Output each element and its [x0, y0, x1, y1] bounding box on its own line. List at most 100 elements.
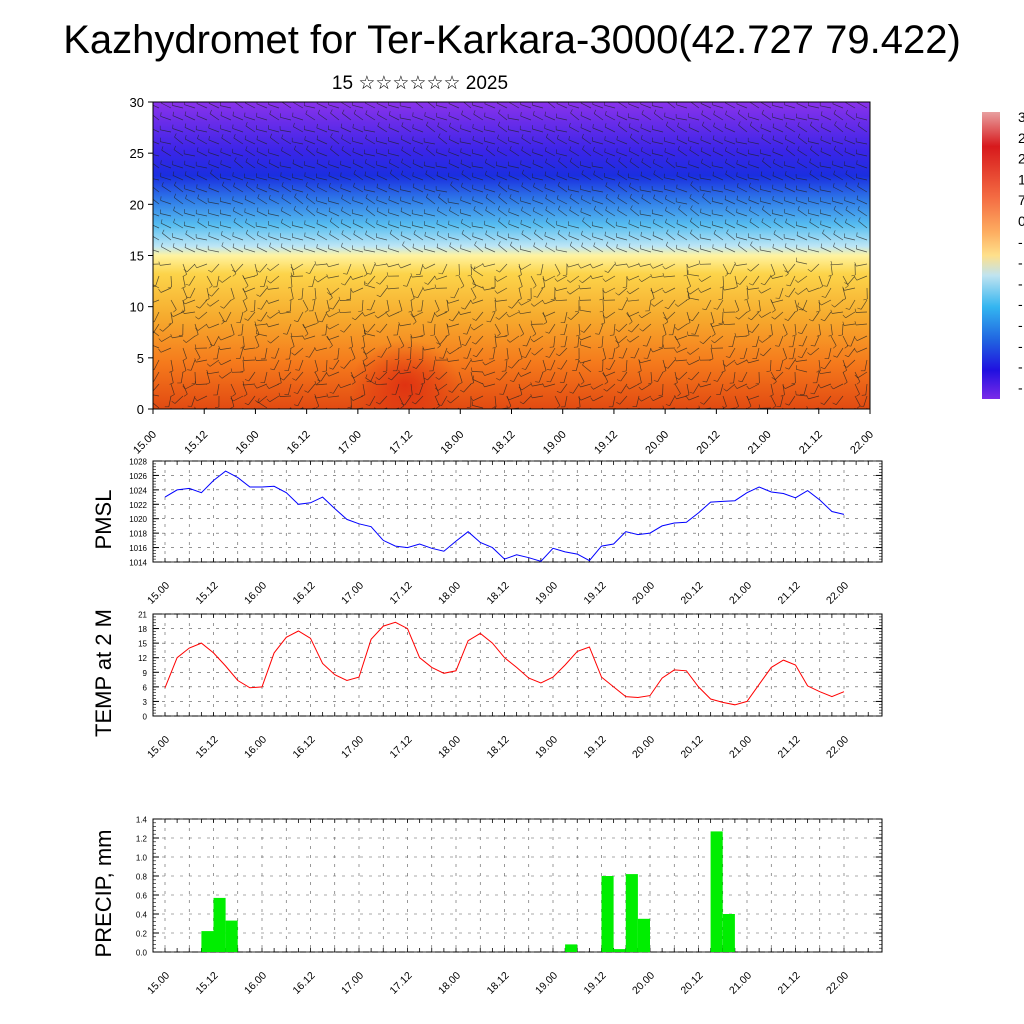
wind-barb-flag: [627, 329, 632, 333]
wind-barb: [606, 383, 616, 392]
wind-barb-flag: [569, 122, 571, 127]
wind-barb: [545, 246, 556, 253]
wind-barb: [532, 128, 544, 133]
wind-barb-flag: [194, 344, 197, 349]
wind-barb: [379, 275, 388, 285]
wind-barb: [724, 188, 736, 193]
wind-barb: [796, 225, 808, 229]
wind-barb: [569, 197, 580, 205]
wind-barb: [667, 359, 676, 369]
wind-barb: [232, 235, 244, 241]
wind-barb: [511, 359, 520, 369]
wind-barb-flag: [302, 324, 305, 328]
wind-barb-flag: [713, 229, 716, 234]
wind-barb: [370, 263, 376, 275]
wind-barb: [734, 275, 738, 287]
wind-barb: [640, 127, 652, 133]
y-tick-label: 15: [138, 640, 147, 649]
wind-barb-flag: [256, 243, 259, 248]
wind-barb: [856, 235, 868, 241]
wind-barb: [617, 210, 628, 217]
wind-barb: [523, 395, 532, 405]
wind-barb: [484, 371, 496, 376]
wind-barb: [424, 287, 436, 291]
wind-barb-flag: [854, 337, 858, 341]
wind-barb-flag: [362, 363, 367, 367]
wind-barb: [564, 395, 568, 407]
wind-barb: [242, 299, 248, 311]
wind-barb: [540, 263, 544, 275]
wind-barb-flag: [544, 147, 547, 151]
wind-barb: [797, 162, 808, 169]
wind-barb: [833, 209, 844, 217]
y-tick-label: 0.4: [136, 911, 148, 920]
wind-barb-flag: [556, 405, 561, 409]
wind-barb-flag: [149, 136, 150, 140]
wind-barb: [432, 359, 436, 371]
wind-barb: [472, 152, 484, 157]
wind-barb: [722, 275, 725, 288]
wind-barb-flag: [762, 205, 765, 210]
wind-barb: [325, 323, 328, 335]
wind-barb: [592, 263, 604, 269]
wind-barb-flag: [366, 273, 371, 275]
wind-barb: [568, 104, 580, 109]
wind-barb: [172, 105, 184, 109]
wind-barb-flag: [386, 407, 388, 409]
wind-barb-flag: [426, 145, 429, 150]
wind-barb: [677, 149, 688, 157]
wind-barb-flag: [518, 286, 523, 289]
wind-barb-flag: [470, 397, 474, 401]
wind-barb-flag: [183, 358, 187, 361]
wind-barb-flag: [149, 340, 150, 344]
wind-barb: [760, 200, 772, 205]
wind-barb: [628, 103, 640, 109]
wind-barb: [256, 176, 268, 181]
wind-barb-flag: [665, 121, 669, 126]
wind-barb-flag: [269, 110, 272, 115]
wind-barb: [792, 347, 796, 359]
wind-barb-flag: [408, 394, 413, 397]
wind-barb: [532, 152, 544, 157]
wind-barb-flag: [361, 334, 366, 337]
wind-barb-flag: [305, 355, 310, 358]
wind-barb-flag: [206, 324, 210, 329]
wind-barb-flag: [760, 171, 763, 176]
wind-barb: [429, 407, 436, 409]
wind-barb-flag: [305, 193, 309, 198]
wind-barb-flag: [784, 243, 787, 248]
wind-barb: [724, 246, 736, 253]
wind-barb-flag: [281, 134, 284, 139]
wind-barb: [666, 311, 676, 320]
wind-barb: [518, 287, 522, 299]
wind-barb-flag: [810, 345, 815, 347]
wind-barb: [770, 263, 776, 275]
wind-barb: [842, 335, 849, 347]
wind-barb: [400, 263, 412, 269]
wind-barb: [770, 395, 777, 406]
x-tick-label: 18.12: [485, 580, 512, 607]
wind-barb-flag: [412, 124, 414, 129]
wind-barb: [822, 232, 832, 241]
wind-barb: [833, 246, 844, 253]
wind-barb: [581, 173, 592, 181]
wind-barb: [532, 177, 544, 181]
wind-barb: [410, 347, 412, 360]
wind-barb: [376, 187, 388, 193]
wind-barb: [580, 127, 592, 133]
wind-barb-flag: [231, 269, 236, 273]
wind-barb: [748, 237, 760, 241]
wind-barb: [722, 263, 729, 274]
wind-barb: [196, 150, 208, 157]
wind-barb-flag: [755, 382, 760, 385]
wind-barb-flag: [773, 381, 777, 385]
wind-barb-flag: [161, 242, 163, 247]
wind-barb: [520, 223, 532, 229]
wind-barb-flag: [185, 230, 188, 235]
wind-barb: [521, 263, 532, 270]
wind-barb-flag: [638, 314, 642, 319]
wind-barb: [612, 395, 616, 407]
wind-barb-flag: [630, 356, 635, 359]
wind-barb-flag: [410, 334, 413, 339]
